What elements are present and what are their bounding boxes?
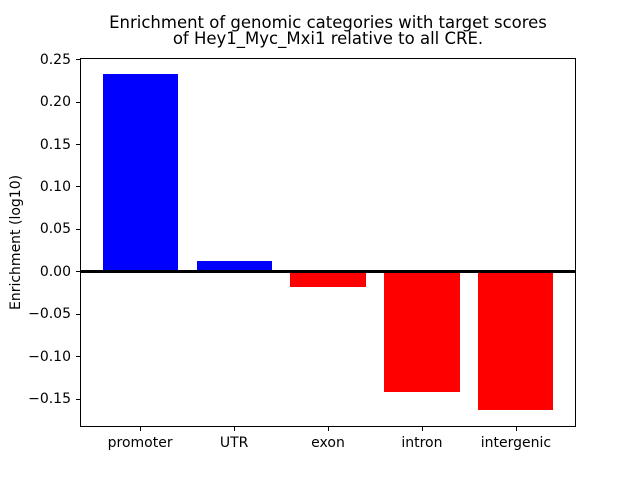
- bar-UTR: [196, 260, 272, 272]
- bar-exon: [290, 271, 366, 288]
- y-tick-mark: [76, 101, 80, 103]
- y-tick-label: −0.15: [28, 391, 71, 407]
- bar-intron: [384, 271, 460, 393]
- bar-intergenic: [478, 271, 554, 411]
- x-tick-label: exon: [311, 435, 345, 451]
- y-tick-mark: [76, 356, 80, 358]
- y-tick-mark: [76, 398, 80, 400]
- y-tick-mark: [76, 228, 80, 230]
- y-tick-label: 0.00: [39, 263, 71, 280]
- y-tick-mark: [76, 59, 80, 61]
- bar-promoter: [102, 74, 178, 272]
- y-tick-mark: [76, 271, 80, 273]
- zero-line: [80, 270, 576, 274]
- x-tick-mark: [421, 427, 423, 431]
- y-tick-label: 0.20: [39, 94, 71, 111]
- chart-title: Enrichment of genomic categories with ta…: [80, 13, 576, 48]
- x-tick-label: promoter: [107, 435, 173, 451]
- chart-title-line-2: of Hey1_Myc_Mxi1 relative to all CRE.: [172, 29, 484, 48]
- y-tick-mark: [76, 186, 80, 188]
- x-tick-label: UTR: [219, 435, 249, 451]
- y-tick-label: 0.25: [39, 51, 71, 68]
- x-tick-label: intron: [401, 435, 443, 451]
- chart-title-line-1: Enrichment of genomic categories with ta…: [109, 13, 547, 32]
- y-tick-label: −0.10: [28, 348, 71, 365]
- y-tick-label: −0.05: [28, 306, 71, 323]
- x-tick-mark: [140, 427, 142, 431]
- x-tick-mark: [515, 427, 517, 431]
- y-axis-label: Enrichment (log10): [8, 174, 24, 311]
- x-tick-mark: [234, 427, 236, 431]
- y-tick-label: 0.05: [39, 221, 71, 238]
- y-tick-mark: [76, 144, 80, 145]
- y-tick-mark: [76, 313, 80, 315]
- y-tick-label: 0.15: [39, 136, 71, 153]
- y-tick-label: 0.10: [39, 178, 71, 195]
- x-tick-label: intergenic: [480, 435, 552, 451]
- x-tick-mark: [328, 427, 329, 431]
